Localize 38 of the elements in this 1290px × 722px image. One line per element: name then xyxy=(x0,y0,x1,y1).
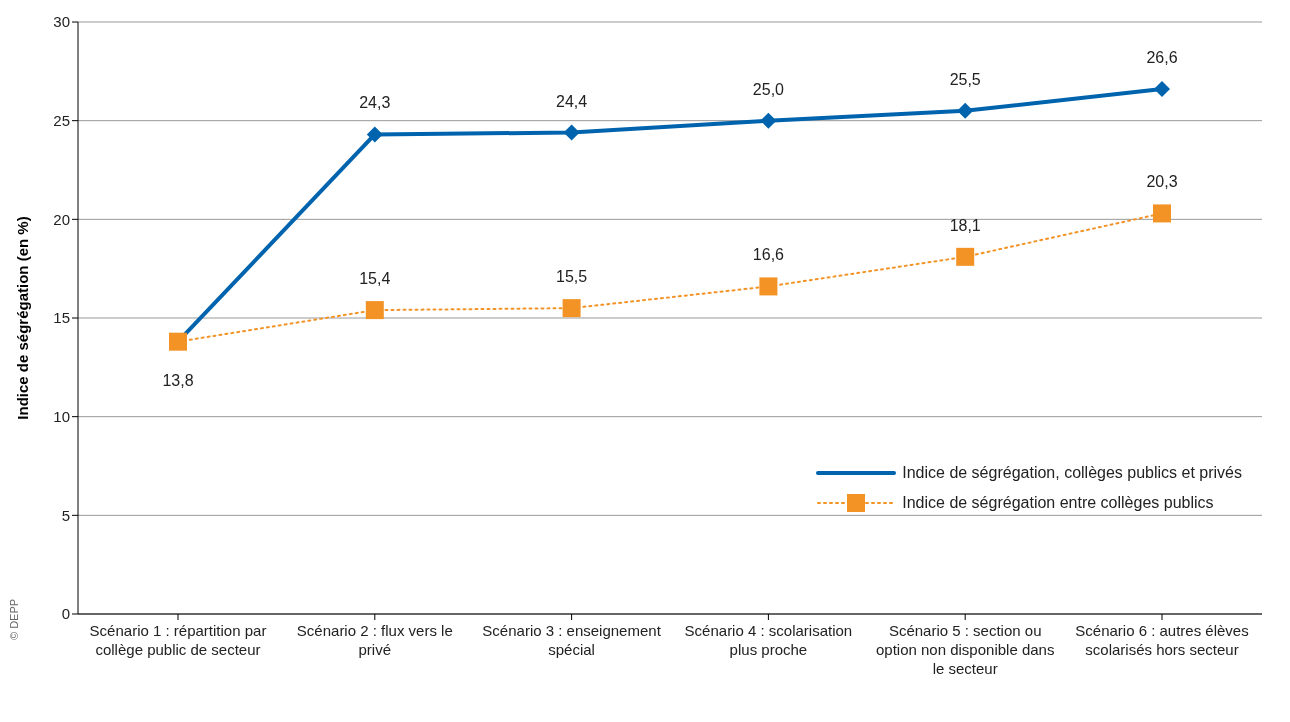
data-label: 24,4 xyxy=(556,92,588,110)
point xyxy=(760,112,777,129)
data-label: 16,6 xyxy=(752,246,785,264)
x-tick-label: Scénario 1 : répartition par collège public de secteur xyxy=(89,622,267,658)
text: © DEPP xyxy=(8,598,20,640)
point xyxy=(562,299,581,318)
y-tick-label: 25 xyxy=(53,111,70,129)
point xyxy=(957,102,974,119)
data-label: 15,4 xyxy=(359,270,391,288)
data-label: 15,5 xyxy=(556,268,588,286)
y-tick-label: 20 xyxy=(53,210,70,228)
x-tick-label: Scénario 3 : enseignement spécial xyxy=(482,622,662,658)
x-tick-label: Scénario 5 : section ou option non disponible dans le secteur xyxy=(875,622,1055,677)
point xyxy=(1154,81,1170,98)
point xyxy=(365,301,384,320)
x-tick-label: Scénario 6 : autres élèves scolarisés hors secteur xyxy=(1075,622,1249,658)
data-label: 25,5 xyxy=(949,70,981,88)
x-tick-label: Scénario 2 : flux vers le privé xyxy=(296,622,453,658)
y-axis-title: Indice de ségrégation (en %) xyxy=(14,216,32,420)
point xyxy=(1153,204,1171,223)
y-tick-label: 5 xyxy=(61,506,70,524)
y-tick-label: 15 xyxy=(53,309,70,327)
point xyxy=(759,277,778,296)
x-tick-label: Scénario 4 : scolarisation plus proche xyxy=(684,622,853,658)
point xyxy=(956,247,975,266)
data-label: 24,3 xyxy=(359,94,391,112)
data-label: 20,3 xyxy=(1146,173,1178,191)
point xyxy=(366,126,383,143)
y-tick-label: 0 xyxy=(61,605,70,623)
legend-label: Indice de ségrégation entre collèges publics xyxy=(902,494,1214,512)
legend-label: Indice de ségrégation, collèges publics et privés xyxy=(902,464,1242,482)
point xyxy=(563,124,580,141)
data-label: 25,0 xyxy=(752,80,785,98)
data-label: 13,8 xyxy=(162,371,194,389)
y-tick-label: 10 xyxy=(53,407,70,425)
y-tick-label: 30 xyxy=(53,13,70,31)
data-label: 18,1 xyxy=(949,216,981,234)
data-label: 26,6 xyxy=(1146,49,1178,67)
